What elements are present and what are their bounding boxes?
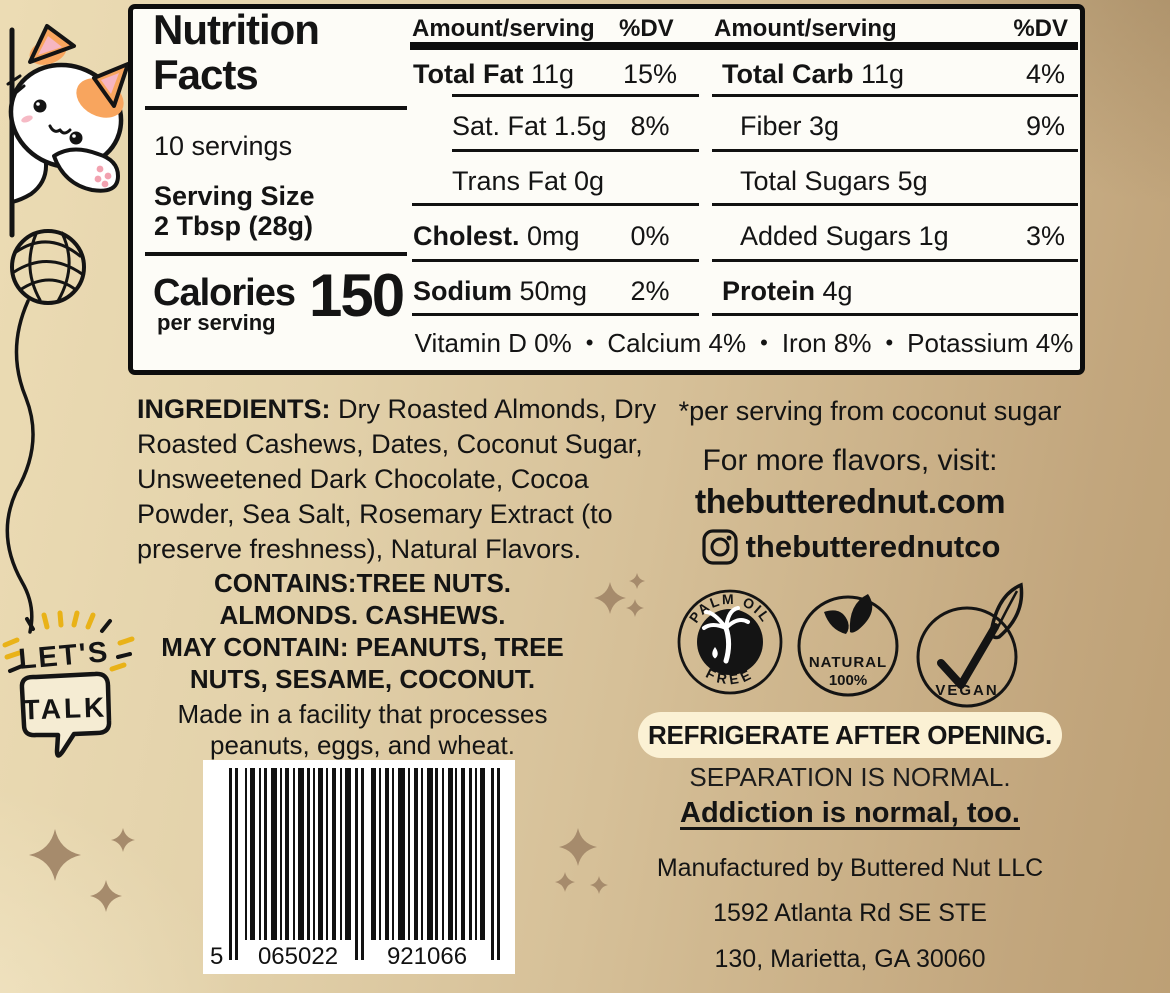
cat-eye-left [33, 99, 47, 113]
calories-sublabel: per serving [157, 310, 276, 335]
cat-eye-right [69, 131, 83, 145]
barcode-bars [203, 760, 515, 974]
calories-value: 150 [309, 262, 405, 329]
palm-oil-free-badge: PALM OIL FREE [677, 589, 783, 695]
addiction-tagline: Addiction is normal, too. [680, 797, 1020, 829]
manufacturer-line: Manufactured by Buttered Nut LLC [656, 854, 1044, 882]
leaves-icon [824, 594, 873, 634]
natural-100-badge: NATURAL 100% [797, 594, 899, 697]
column-header-dv: %DV [619, 15, 674, 42]
speech-bubble-icon [19, 671, 112, 758]
cat-paw [52, 147, 120, 193]
row-total-carb: Total Carb 11g 4% [722, 59, 1065, 89]
barcode-digit: 5 [207, 944, 227, 970]
cat-ear-left [28, 24, 76, 64]
panel-title: Nutrition Facts [153, 6, 320, 98]
header-divider-bar [410, 42, 1078, 50]
calories-label: Calories [153, 272, 296, 314]
instagram-row: thebutterednutco [635, 524, 1065, 570]
sparkle-icon [594, 573, 645, 617]
ingredients-line: Unsweetened Dark Chocolate, Cocoa [137, 464, 589, 494]
ingredients-line: preserve freshness), Natural Flavors. [137, 534, 582, 564]
cat-whiskers-right [80, 158, 100, 180]
refrigerate-notice: REFRIGERATE AFTER OPENING. [638, 712, 1062, 758]
row-sodium: Sodium 50mg 2% [413, 276, 670, 306]
lets-talk-doodle: LET'S TALK [2, 610, 135, 758]
barcode-digits-group1: 065022 [254, 944, 342, 970]
nutrient-column-left: Amount/serving %DV Total Fat 11g 15% Sat. … [410, 9, 699, 369]
coconut-sugar-note: *per serving from coconut sugar [678, 396, 1062, 426]
leaf-icon [989, 582, 1024, 640]
checkmark-icon [937, 623, 999, 689]
row-sat-fat: Sat. Fat 1.5g 8% [452, 111, 670, 141]
svg-text:NATURAL: NATURAL [809, 654, 887, 671]
instagram-handle: thebutterednutco [745, 529, 1001, 564]
website-url: thebutterednut.com [694, 483, 1006, 521]
facility-line: peanuts, eggs, and wheat. [209, 730, 515, 760]
svg-text:100%: 100% [829, 672, 867, 689]
row-trans-fat: Trans Fat 0g [452, 166, 605, 196]
row-protein: Protein 4g [722, 276, 853, 306]
row-total-sugars: Total Sugars 5g [740, 166, 928, 196]
certification-badges: PALM OIL FREE NATURAL 10 [635, 572, 1065, 712]
barcode: 5 065022 921066 [203, 760, 515, 974]
row-cholesterol: Cholest. 0mg 0% [413, 221, 670, 251]
ingredients-line: INGREDIENTS: Dry Roasted Almonds, Dry [137, 394, 657, 424]
facility-line: Made in a facility that processes [177, 699, 548, 729]
sparkle-icon [29, 828, 135, 912]
contains-line: NUTS, SESAME, COCONUT. [189, 664, 536, 694]
ingredients-section: INGREDIENTS: Dry Roasted Almonds, Dry Ro… [110, 0, 657, 993]
row-fiber: Fiber 3g 9% [740, 111, 1065, 141]
lets-text: LET'S [17, 636, 110, 676]
talk-text: TALK [22, 692, 108, 726]
micronutrients-line: Vitamin D 0% • Calcium 4% • Iron 8% • Potassiu… [414, 328, 1074, 358]
droplet-icon [712, 647, 718, 659]
cat-whiskers-left [6, 74, 26, 98]
separation-notice: SEPARATION IS NORMAL. [689, 762, 1011, 792]
serving-size-label: Serving Size [154, 181, 315, 211]
instagram-icon [701, 529, 738, 565]
ingredients-line: Roasted Cashews, Dates, Coconut Sugar, [137, 429, 643, 459]
column-header-amount: Amount/serving [412, 15, 595, 42]
row-total-fat: Total Fat 11g 15% [413, 59, 678, 89]
palm-tree-icon [702, 606, 750, 664]
flavors-line: For more flavors, visit: [702, 444, 998, 477]
yarn-ball-icon [10, 229, 86, 305]
column-header-dv: %DV [1013, 15, 1068, 42]
ingredients-line: Powder, Sea Salt, Rosemary Extract (to [137, 499, 613, 529]
svg-text:VEGAN: VEGAN [935, 682, 998, 699]
address-line: 1592 Atlanta Rd SE STE [713, 899, 987, 927]
cat-mouth [48, 124, 72, 135]
contains-line: MAY CONTAIN: PEANUTS, TREE [161, 632, 564, 662]
brand-info-section: *per serving from coconut sugar For more… [635, 0, 1065, 993]
row-added-sugars: Added Sugars 1g 3% [740, 221, 1065, 251]
column-header-amount: Amount/serving [714, 15, 897, 42]
nutrition-facts-panel: Nutrition Facts 10 servings Serving Size… [128, 4, 1085, 375]
contains-line: CONTAINS:TREE NUTS. [213, 568, 512, 598]
barcode-digits-group2: 921066 [383, 944, 471, 970]
address-line: 130, Marietta, GA 30060 [714, 945, 986, 973]
sparkle-icon [555, 828, 608, 894]
nutrient-column-right: Amount/serving %DV Total Carb 11g 4% Fiber… [712, 9, 1078, 369]
yarn-string [5, 299, 35, 634]
serving-size-value: 2 Tbsp (28g) [154, 211, 314, 241]
vegan-badge: VEGAN [916, 582, 1024, 708]
contains-line: ALMONDS. CASHEWS. [219, 600, 506, 630]
svg-text:FREE: FREE [703, 665, 756, 688]
servings-count: 10 servings [154, 131, 293, 161]
